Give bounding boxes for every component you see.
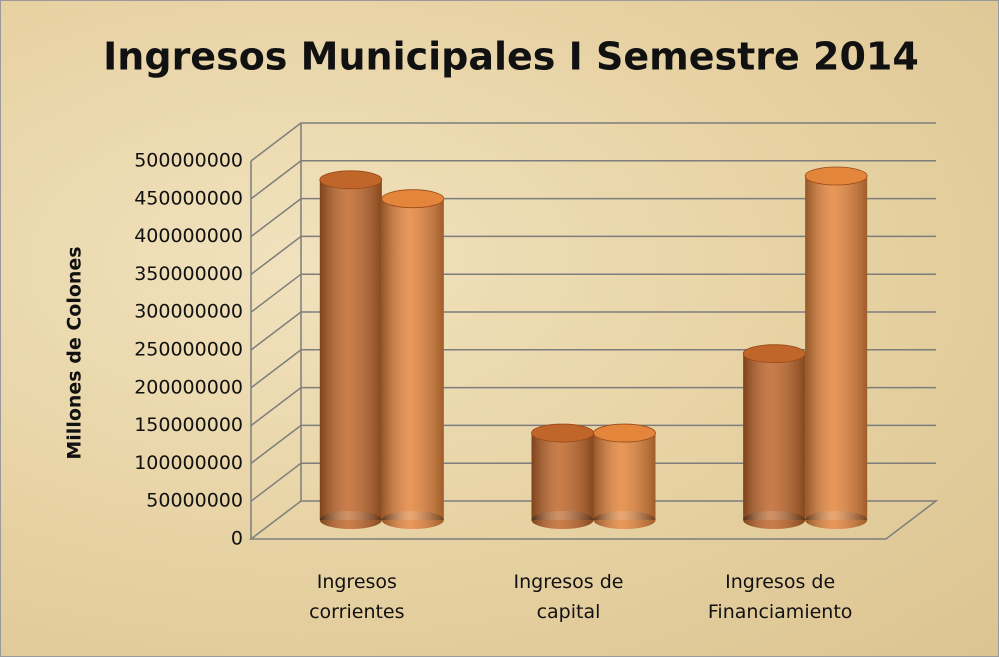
bar-cap — [381, 189, 445, 209]
grid-line — [250, 197, 936, 238]
grid-line — [250, 349, 936, 389]
grid-line — [250, 122, 936, 162]
y-tick-label: 100000000 — [134, 452, 243, 474]
y-tick-label: 450000000 — [134, 187, 243, 209]
bar-shade — [805, 176, 868, 520]
grid-line — [250, 311, 936, 351]
bar-cap — [593, 423, 656, 443]
y-tick-label: 400000000 — [134, 225, 243, 247]
bar-base-shade — [319, 511, 382, 529]
y-tick-label: 350000000 — [134, 263, 243, 285]
bar-shade — [593, 433, 656, 520]
y-tick-label: 0 — [231, 528, 243, 550]
y-tick-label: 200000000 — [134, 376, 243, 398]
y-tick-label: 150000000 — [134, 414, 243, 436]
grid-line — [250, 273, 936, 313]
grid-line — [250, 462, 936, 502]
bar-base-shade — [593, 511, 656, 529]
bar-cap — [804, 166, 868, 186]
bar-shade — [743, 353, 806, 520]
bar-base-shade — [531, 511, 594, 529]
bar-base-shade — [805, 511, 868, 529]
chart-title: Ingresos Municipales I Semestre 2014 — [103, 35, 919, 79]
grid-line — [250, 235, 936, 275]
x-tick-label: Ingresos de capital — [513, 571, 624, 623]
floor — [248, 500, 939, 540]
bar-base-shade — [743, 511, 806, 529]
bar-base-shade — [381, 511, 444, 529]
bar-shade — [531, 433, 594, 520]
grid-line — [250, 424, 936, 464]
bar-cap — [742, 344, 806, 364]
bar-shade — [381, 198, 444, 520]
grid-line — [250, 386, 936, 427]
grid-line — [250, 160, 936, 200]
x-tick-label: Ingresos corrientes — [309, 571, 405, 623]
bar-cap — [531, 423, 594, 443]
y-tick-label: 300000000 — [134, 301, 243, 323]
x-tick-label: Ingresos de Financiamiento — [707, 571, 853, 623]
y-tick-label: 250000000 — [134, 339, 243, 361]
bar-cap — [319, 170, 383, 190]
y-tick-label: 500000000 — [134, 150, 243, 172]
y-axis-label: Millones de Colones — [64, 246, 86, 459]
y-tick-label: 50000000 — [146, 490, 243, 512]
bar-shade — [319, 179, 382, 521]
